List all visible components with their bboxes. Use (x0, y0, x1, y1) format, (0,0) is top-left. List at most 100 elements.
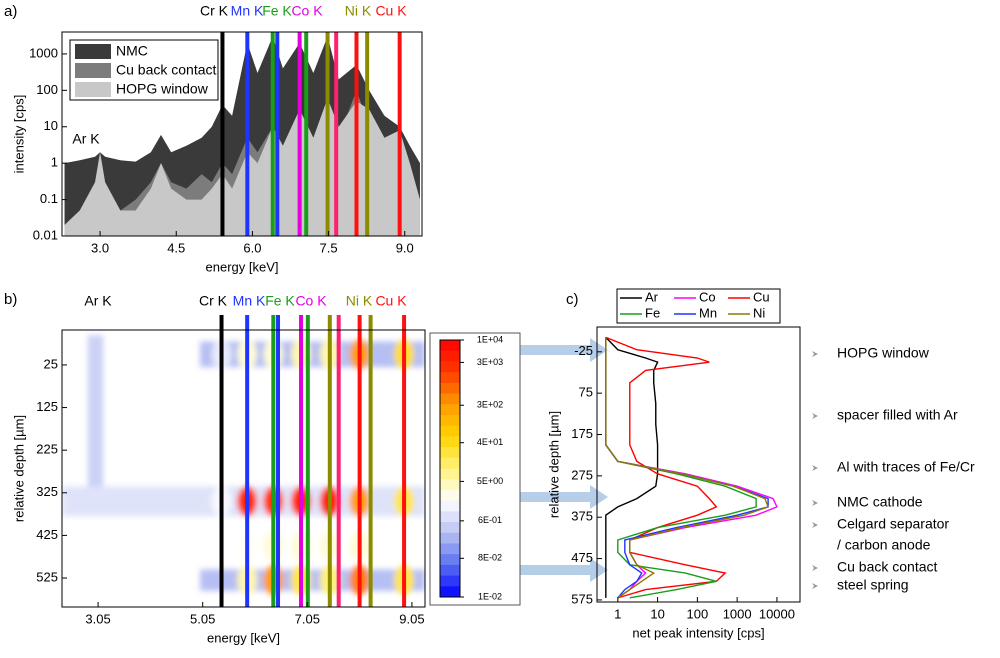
y-tick-label: 1 (51, 155, 58, 170)
layer-label: NMC cathode (837, 494, 923, 510)
annotation: Ar K (72, 131, 100, 147)
x-tick-label: 9.05 (399, 611, 424, 626)
legend-label: Mn (699, 305, 717, 320)
legend-label: Cu back contact (116, 62, 216, 78)
x-tick-label: 10 (650, 606, 664, 621)
colorbar-swatch (440, 361, 460, 373)
y-tick-label: 225 (36, 442, 58, 457)
y-tick-label: 1000 (29, 45, 58, 60)
colorbar-swatch (440, 350, 460, 362)
layer-label: Celgard separator (837, 516, 949, 532)
legend-swatch (75, 82, 111, 97)
element-label: Cr K (200, 3, 229, 19)
y-tick-label: 25 (44, 356, 58, 371)
legend-label: HOPG window (116, 81, 209, 97)
layer-label: spacer filled with Ar (837, 407, 958, 423)
series-line (605, 337, 757, 599)
layer-label: Al with traces of Fe/Cr (837, 459, 975, 475)
heat-band (87, 335, 104, 495)
y-tick-label: 0.1 (40, 191, 58, 206)
legend-box (616, 288, 781, 324)
x-tick-label: 9.0 (396, 240, 414, 255)
y-axis-label: relative depth [µm] (546, 411, 561, 518)
y-tick-label: -25 (574, 343, 593, 358)
bullet-arrow (812, 465, 818, 471)
legend-swatch (75, 63, 111, 78)
x-tick-label: 5.05 (190, 611, 215, 626)
colorbar-swatch (440, 404, 460, 416)
plot-background (62, 330, 425, 607)
bullet-arrow (812, 522, 818, 528)
colorbar-swatch (440, 522, 460, 534)
colorbar-swatch (440, 500, 460, 512)
element-label: Co K (291, 3, 323, 19)
panel-label: b) (4, 291, 17, 308)
colorbar-tick-label: 8E-02 (478, 553, 502, 563)
legend-label: Ar (645, 289, 659, 304)
element-label: Fe K (265, 293, 295, 309)
colorbar-tick-label: 1E-02 (478, 591, 502, 601)
series-line (605, 336, 727, 599)
y-tick-label: 75 (579, 385, 593, 400)
heat-band (200, 341, 425, 368)
lines (605, 336, 778, 599)
colorbar-swatch (440, 564, 460, 577)
areas (64, 36, 420, 236)
colorbar-swatch (440, 372, 460, 384)
series-line (605, 337, 770, 599)
legend-label: Cu (753, 289, 770, 304)
x-tick-label: 1 (614, 606, 621, 621)
emission-lines (219, 315, 407, 607)
plot-frame (61, 31, 423, 237)
area (64, 98, 420, 236)
colorbar-swatch (440, 479, 460, 491)
legend-label: Fe (645, 305, 660, 320)
layer-label: HOPG window (837, 345, 930, 361)
colorbar-swatch (440, 436, 460, 448)
element-label: Mn K (233, 293, 266, 309)
colorbar-swatch (440, 382, 460, 395)
colorbar-swatch (440, 532, 460, 544)
colorbar-swatch (440, 586, 460, 598)
y-tick-label: 575 (571, 591, 593, 606)
element-label: Cr K (199, 293, 228, 309)
colorbar-swatch (440, 393, 460, 405)
colorbar-swatch (440, 554, 460, 566)
bullet-arrow (812, 413, 818, 419)
y-tick-label: 125 (36, 399, 58, 414)
colorbar-swatch (440, 340, 460, 352)
colorbar-tick-label: 1E+04 (477, 334, 503, 344)
y-tick-label: 325 (36, 484, 58, 499)
y-tick-label: 375 (571, 509, 593, 524)
element-label: Cu K (375, 293, 407, 309)
element-label: Ni K (345, 3, 372, 19)
legend-label: NMC (116, 43, 148, 59)
y-tick-label: 0.01 (33, 227, 58, 242)
colorbar-swatch (440, 511, 460, 523)
colorbar-swatch (440, 468, 460, 480)
x-tick-label: 3.0 (91, 240, 109, 255)
y-tick-label: 275 (571, 467, 593, 482)
colorbar-swatch (440, 543, 460, 555)
bullet-arrow (812, 351, 818, 357)
series-line (605, 337, 769, 599)
element-label: Co K (295, 293, 327, 309)
colorbar-tick-label: 5E+00 (477, 476, 503, 486)
element-label: Mn K (231, 3, 264, 19)
y-axis-label: relative depth [µm] (11, 415, 26, 522)
colorbar-tick-label: 3E+02 (477, 400, 503, 410)
legend-label: Ni (753, 305, 765, 320)
y-tick-label: 100 (36, 82, 58, 97)
annotation: Ar K (84, 293, 112, 309)
element-label: Fe K (262, 3, 292, 19)
x-tick-label: 4.5 (167, 240, 185, 255)
x-tick-label: 100 (687, 606, 709, 621)
bullet-arrow (812, 500, 818, 506)
element-label: Ni K (346, 293, 373, 309)
layer-label: / carbon anode (837, 537, 931, 553)
panel-label: a) (4, 3, 17, 20)
colorbar-frame (439, 339, 461, 598)
colorbar-swatch (440, 447, 460, 459)
emission-lines (220, 32, 402, 236)
